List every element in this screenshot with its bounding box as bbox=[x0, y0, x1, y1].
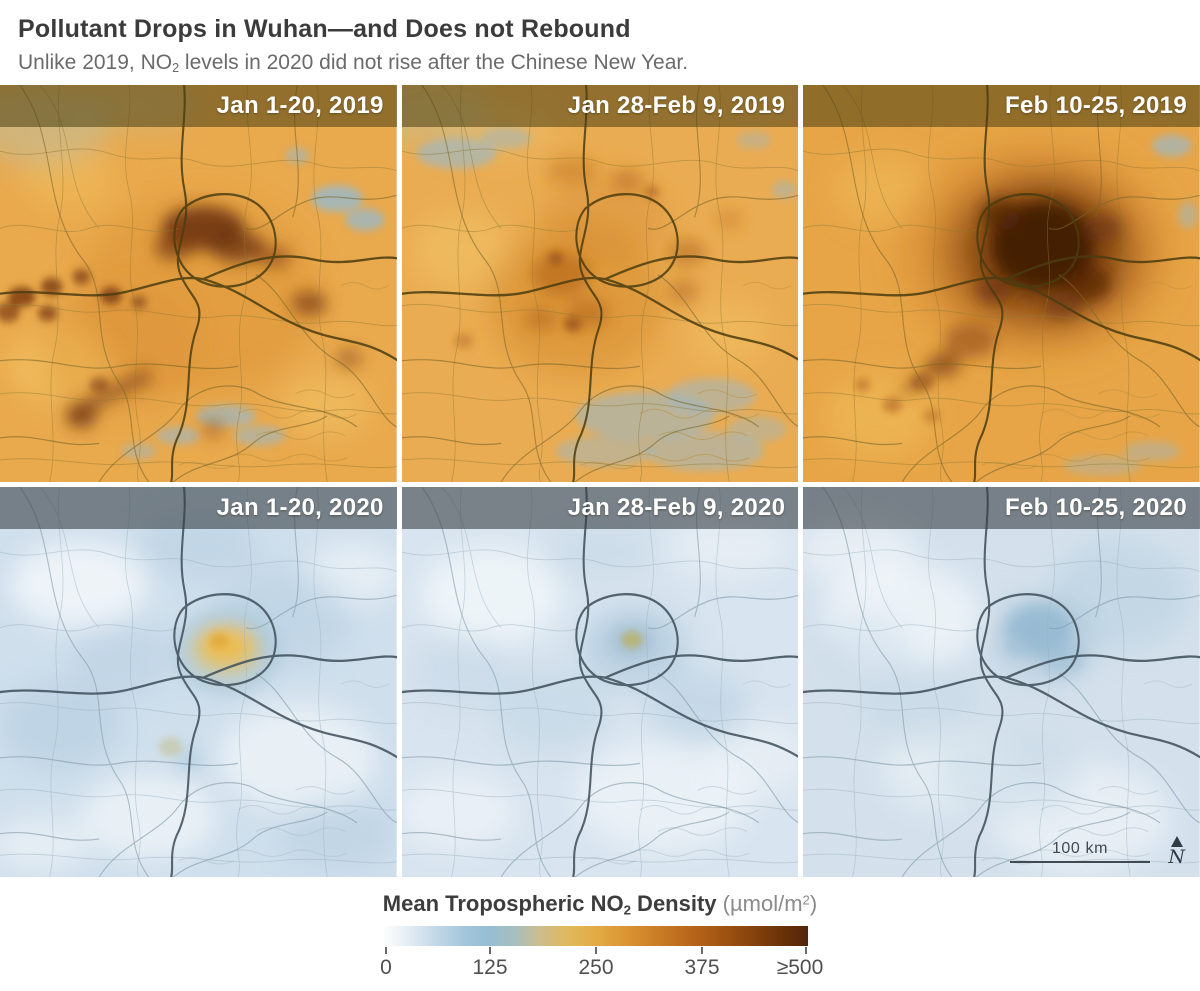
map-panel-feb10-25-2019: Feb 10-25, 2019 bbox=[803, 85, 1200, 482]
map-canvas bbox=[0, 487, 397, 877]
map-canvas bbox=[0, 85, 397, 482]
map-panel-jan1-20-2020: Jan 1-20, 2020 bbox=[0, 487, 397, 877]
panel-header: Jan 28-Feb 9, 2019 bbox=[401, 85, 799, 127]
colorbar-labels: 0 125 250 375 ≥500 bbox=[380, 956, 823, 980]
panel-header: Jan 28-Feb 9, 2020 bbox=[401, 487, 799, 529]
panel-header: Jan 1-20, 2020 bbox=[0, 487, 397, 529]
figure-title: Pollutant Drops in Wuhan—and Does not Re… bbox=[18, 15, 631, 43]
north-arrow-triangle bbox=[1170, 836, 1183, 848]
panel-header: Jan 1-20, 2019 bbox=[0, 85, 397, 127]
map-panel-jan28-feb9-2020: Jan 28-Feb 9, 2020 bbox=[401, 487, 799, 877]
panel-date-label: Feb 10-25, 2019 bbox=[1005, 92, 1187, 119]
colorbar-tick bbox=[805, 947, 807, 954]
scale-bar-line bbox=[1009, 860, 1150, 863]
figure-subtitle: Unlike 2019, NO2 levels in 2020 did not … bbox=[18, 51, 689, 76]
colorbar-ticks bbox=[384, 946, 808, 955]
map-grid: Jan 1-20, 2019 bbox=[0, 85, 1200, 877]
panel-date-label: Jan 28-Feb 9, 2019 bbox=[567, 92, 786, 119]
map-panel-jan1-20-2019: Jan 1-20, 2019 bbox=[0, 85, 397, 482]
colorbar-tick-label: 250 bbox=[578, 956, 614, 979]
colorbar-tick bbox=[701, 947, 703, 954]
scale-bar: 100 km bbox=[1009, 839, 1150, 863]
colorbar bbox=[384, 926, 808, 946]
panel-date-label: Jan 1-20, 2019 bbox=[216, 92, 384, 119]
legend-title: Mean Tropospheric NO2 Density (µmol/m2) bbox=[382, 891, 818, 918]
scale-bar-label: 100 km bbox=[1051, 839, 1109, 857]
map-canvas bbox=[401, 487, 799, 877]
north-arrow-icon: N bbox=[1168, 836, 1185, 868]
panel-date-label: Jan 1-20, 2020 bbox=[216, 494, 384, 521]
colorbar-tick bbox=[595, 947, 597, 954]
panel-header: Feb 10-25, 2019 bbox=[803, 85, 1200, 127]
map-canvas bbox=[401, 85, 799, 482]
map-canvas bbox=[803, 85, 1200, 482]
panel-date-label: Feb 10-25, 2020 bbox=[1005, 494, 1187, 521]
north-arrow-label: N bbox=[1168, 846, 1185, 869]
legend: Mean Tropospheric NO2 Density (µmol/m2) … bbox=[0, 877, 1200, 991]
colorbar-tick-label: 125 bbox=[472, 956, 508, 979]
map-panel-feb10-25-2020: Feb 10-25, 2020 100 km N bbox=[803, 487, 1200, 877]
map-canvas bbox=[803, 487, 1200, 877]
colorbar-tick-label: ≥500 bbox=[776, 956, 824, 979]
colorbar-tick-label: 0 bbox=[380, 956, 392, 979]
colorbar-wrap: 0 125 250 375 ≥500 bbox=[380, 926, 823, 980]
panel-header: Feb 10-25, 2020 bbox=[803, 487, 1200, 529]
colorbar-tick bbox=[489, 947, 491, 954]
figure-header: Pollutant Drops in Wuhan—and Does not Re… bbox=[0, 0, 1200, 85]
colorbar-tick-label: 375 bbox=[684, 956, 720, 979]
map-panel-jan28-feb9-2019: Jan 28-Feb 9, 2019 bbox=[401, 85, 799, 482]
panel-date-label: Jan 28-Feb 9, 2020 bbox=[567, 494, 786, 521]
colorbar-tick bbox=[385, 947, 387, 954]
